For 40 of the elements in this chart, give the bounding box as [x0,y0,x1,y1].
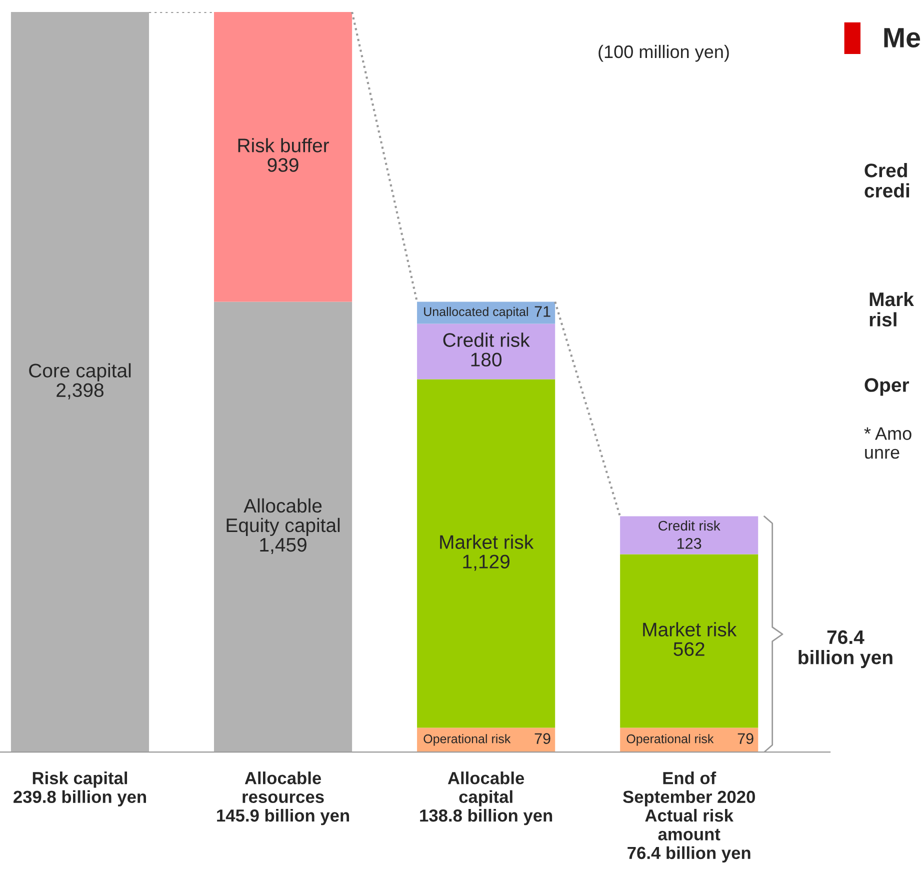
bar [417,324,556,380]
text: Me [884,28,920,48]
annotation: (100 million yen) [598,44,729,62]
text: Oper [864,378,910,396]
data-label: 79 [738,733,754,744]
x-tick-label: Risk capital 239.8 billion yen [14,772,146,806]
data-label: 562 [674,642,704,656]
data-label: 180 [471,352,502,366]
data-label: 79 [534,733,550,744]
bar [214,302,352,752]
data-label: 71 [534,306,550,317]
bar [620,554,758,728]
series-label: Risk buffer [238,138,330,152]
series-label: Market risk [643,622,737,636]
annotation: 76.4 billion yen [798,630,892,668]
series-label: Credit risk [658,520,720,531]
x-tick-label: End of September 2020 Actual risk amount 76.4 billion yen [623,772,755,863]
data-label: 1,129 [463,554,510,571]
series-label: Unallocated capital [424,306,528,319]
bar [417,379,556,728]
text: Operational risk [626,734,714,746]
text: * Amo unre [864,427,912,459]
series-label: Operational risk [424,734,511,746]
text: Market risk [440,534,534,549]
text: Credit risk [443,332,530,347]
bar [214,12,352,302]
data-label: 123 [678,538,702,549]
series-label: Core capital [29,363,131,382]
data-label: 939 [268,158,298,172]
x-tick-label: Allocable resources 145.9 billion yen [217,772,350,826]
bar [620,728,758,752]
text: Mark risl [870,292,914,326]
x-tick-label: Allocable capital 138.8 billion yen [420,772,552,826]
series-label: Allocable Equity capital [226,498,340,536]
bar [10,12,150,752]
bar [417,728,556,752]
bar [620,516,758,554]
data-label: 1,459 [260,538,306,554]
data-label: 2,398 [56,383,104,400]
text: Cred credi [864,163,910,198]
